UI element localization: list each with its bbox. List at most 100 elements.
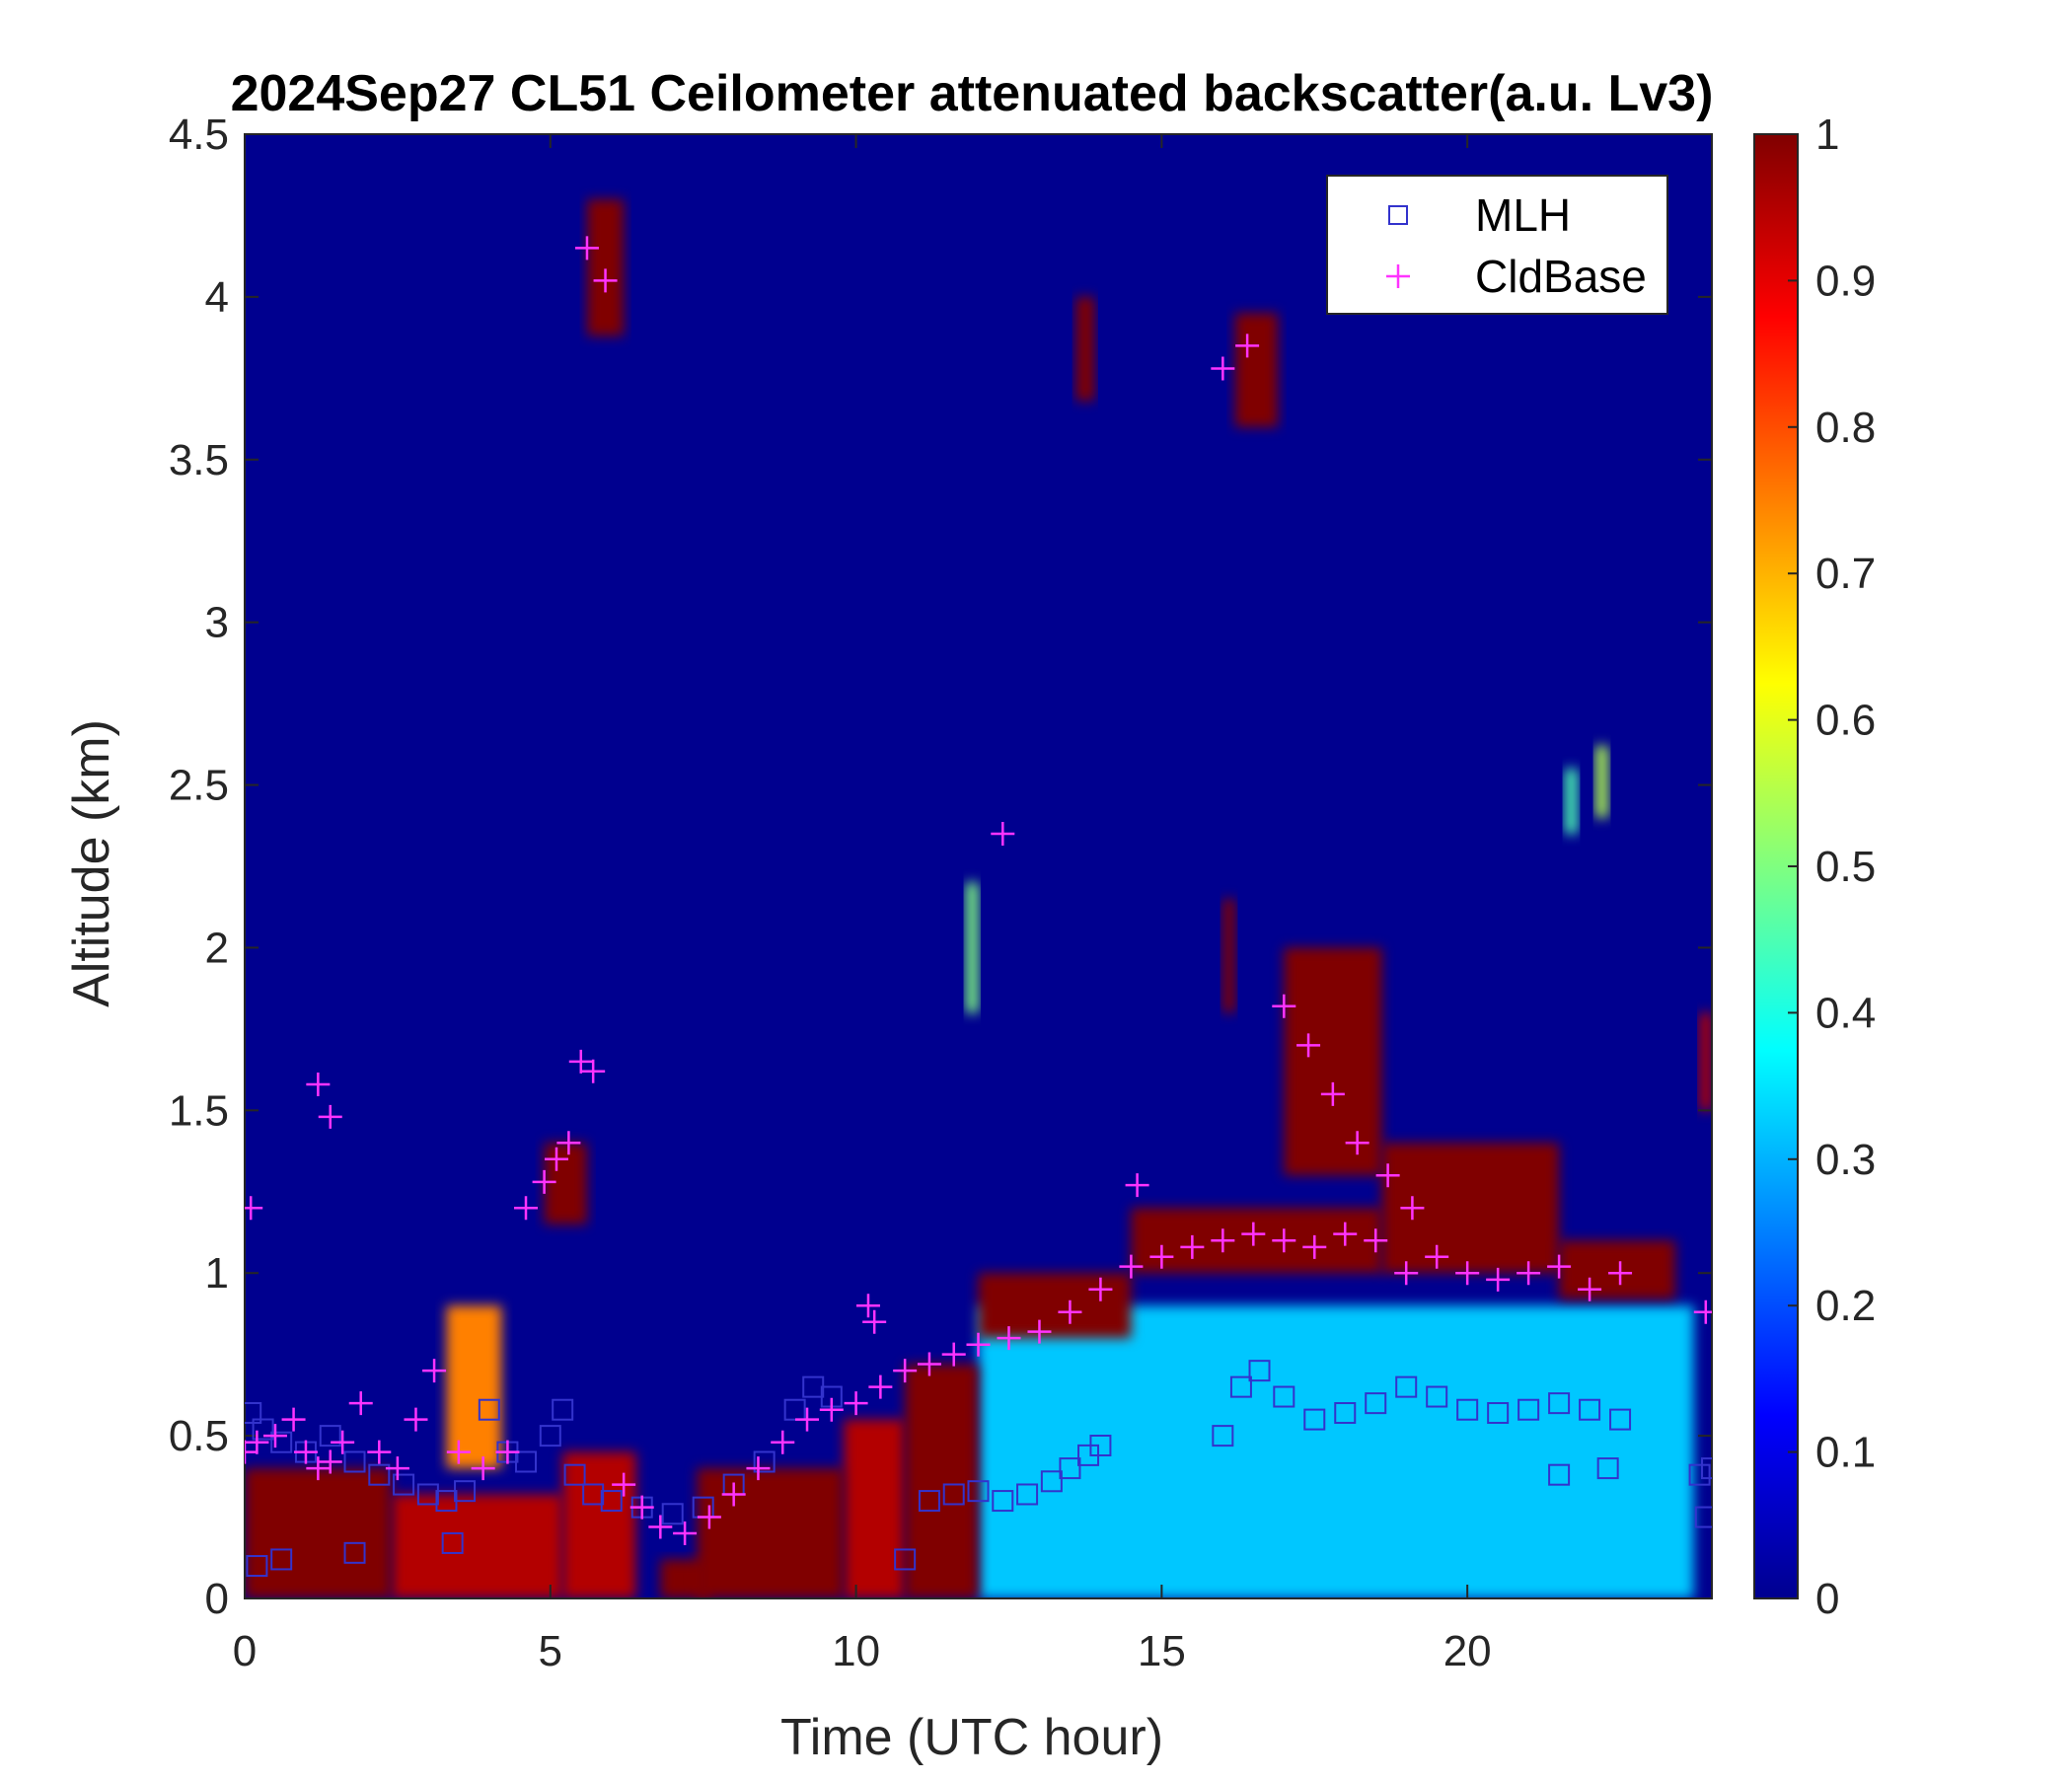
cldbase-point	[1425, 1244, 1449, 1269]
mlh-point	[1016, 1483, 1039, 1506]
mlh-point	[1059, 1457, 1081, 1480]
x-axis-label: Time (UTC hour)	[780, 1709, 1163, 1766]
cldbase-point	[795, 1407, 820, 1432]
backscatter-region	[844, 1419, 906, 1598]
mlh-point	[539, 1425, 561, 1447]
cldbase-point	[1517, 1261, 1541, 1286]
backscatter-region	[586, 198, 625, 336]
colorbar-tick-label: 1	[1815, 111, 1839, 159]
mlh-point	[894, 1548, 917, 1571]
mlh-point	[1701, 1457, 1712, 1480]
cldbase-point	[568, 1049, 593, 1074]
mlh-point	[270, 1548, 293, 1571]
backscatter-region	[544, 1143, 587, 1224]
y-tick-label: 3.5	[169, 436, 229, 484]
backscatter-region	[1565, 769, 1578, 835]
cldbase-point	[574, 236, 599, 260]
cldbase-point	[1394, 1261, 1419, 1286]
cldbase-point	[1400, 1196, 1425, 1221]
backscatter-region	[978, 1273, 1132, 1339]
cldbase-point	[721, 1482, 746, 1507]
backscatter-region	[978, 1305, 1694, 1598]
mlh-point	[1248, 1360, 1271, 1382]
cldbase-point	[855, 1294, 880, 1318]
cldbase-point	[1027, 1319, 1052, 1344]
legend-marker-plus	[1386, 264, 1410, 288]
backscatter-region	[697, 1468, 845, 1598]
axes: 0 5 10 15 20 0 0.5 1 1.5 2 2.5 3 3.5 4 4.5	[169, 111, 1713, 1675]
series-cldbase	[245, 236, 1712, 1546]
backscatter-region	[446, 1305, 502, 1469]
chart-title: 2024Sep27 CL51 Ceilometer attenuated bac…	[231, 65, 1714, 122]
colorbar-tick-label: 0.4	[1815, 989, 1876, 1037]
mlh-point	[1089, 1435, 1112, 1457]
cldbase-point	[306, 1456, 331, 1481]
cldbase-point	[941, 1342, 966, 1367]
cldbase-point	[544, 1147, 568, 1171]
mlh-point	[393, 1473, 415, 1496]
colorbar-tick-label: 0.7	[1815, 550, 1876, 598]
cldbase-point	[1455, 1261, 1480, 1286]
y-tick-label: 3	[205, 599, 229, 647]
cldbase-point	[997, 1326, 1021, 1351]
backscatter-region	[1284, 947, 1382, 1176]
cldbase-point	[446, 1440, 471, 1464]
cldbase-point	[1272, 994, 1296, 1018]
cldbase-point	[556, 1131, 581, 1155]
cldbase-point	[532, 1169, 556, 1194]
cldbase-point	[495, 1440, 520, 1464]
cldbase-point	[385, 1456, 409, 1481]
backscatter-region	[1234, 313, 1279, 427]
backscatter-region	[966, 882, 979, 1013]
cldbase-point	[1211, 1228, 1235, 1253]
y-tick-label: 4	[205, 273, 229, 322]
colorbar-tick-label: 0.9	[1815, 257, 1876, 305]
mlh-point	[1688, 1463, 1711, 1486]
x-tick-label: 10	[832, 1627, 880, 1675]
mlh-point	[563, 1463, 586, 1486]
colorbar-tick-label: 0.8	[1815, 404, 1876, 452]
mlh-point	[270, 1431, 293, 1453]
cldbase-point	[1235, 334, 1260, 358]
colorbar: 0 0.1 0.2 0.3 0.4 0.5 0.6 0.7 0.8 0.9 1	[1753, 111, 1876, 1623]
cldbase-point	[293, 1440, 318, 1464]
x-tick-label: 0	[233, 1627, 257, 1675]
cldbase-point	[1296, 1033, 1321, 1058]
x-tick-label: 5	[539, 1627, 562, 1675]
cldbase-point	[581, 1059, 606, 1083]
legend-box	[1326, 175, 1668, 315]
cldbase-point	[1058, 1299, 1082, 1324]
cldbase-point	[1241, 1222, 1266, 1246]
mlh-point	[1212, 1425, 1234, 1447]
cldbase-point	[1180, 1234, 1205, 1259]
y-tick-label: 0	[205, 1575, 229, 1623]
mlh-point	[478, 1398, 500, 1421]
mlh-point	[1040, 1470, 1063, 1493]
cldbase-point	[262, 1424, 287, 1448]
plot-frame	[244, 133, 1713, 1599]
y-tick-label: 2	[205, 924, 229, 972]
cldbase-point	[862, 1309, 887, 1334]
cldbase-point	[514, 1196, 539, 1221]
cldbase-point	[245, 1196, 263, 1221]
backscatter-region	[245, 1468, 392, 1598]
mlh-point	[454, 1480, 477, 1503]
mlh-point	[600, 1490, 623, 1513]
mlh-point	[1273, 1385, 1295, 1408]
cldbase-point	[1345, 1131, 1369, 1155]
colorbar-tick-label: 0.2	[1815, 1282, 1876, 1330]
cldbase-point	[1320, 1081, 1345, 1106]
cldbase-point	[245, 1430, 269, 1454]
cldbase-point	[1375, 1163, 1400, 1188]
y-tick-label: 4.5	[169, 111, 229, 159]
cldbase-point	[318, 1449, 342, 1474]
colorbar-tick-label: 0.5	[1815, 843, 1876, 891]
cldbase-point	[1088, 1277, 1113, 1301]
cldbase-point	[746, 1456, 771, 1481]
cldbase-point	[697, 1505, 721, 1529]
mlh-point	[661, 1503, 684, 1525]
cldbase-point	[844, 1391, 868, 1416]
mlh-point	[1426, 1385, 1448, 1408]
cldbase-point	[1119, 1254, 1144, 1279]
